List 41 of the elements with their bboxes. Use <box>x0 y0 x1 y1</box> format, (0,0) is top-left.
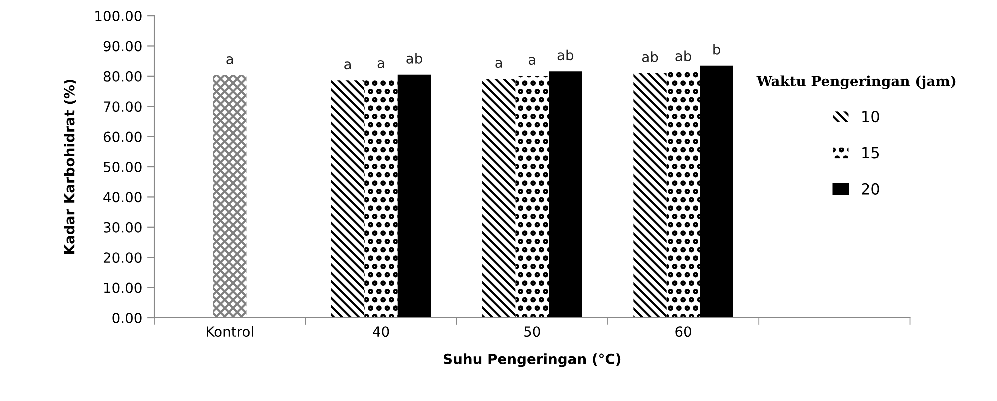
y-tick-label: 100.00 <box>96 11 142 22</box>
data-label: ab <box>406 53 422 64</box>
x-tick-label: 60 <box>676 326 692 338</box>
y-axis-title: Kadar Karbohidrat (%) <box>64 80 76 254</box>
data-label: ab <box>558 50 574 61</box>
y-tick-label: 90.00 <box>104 41 142 52</box>
bar <box>516 76 550 318</box>
x-axis-title: Suhu Pengeringan (°C) <box>444 354 621 368</box>
bar <box>700 66 734 318</box>
legend-label: 15 <box>862 147 880 159</box>
bar <box>364 79 398 318</box>
x-tick-label: 40 <box>373 326 390 338</box>
legend-label: 10 <box>862 111 880 123</box>
bar <box>213 76 247 318</box>
data-label: a <box>528 57 536 66</box>
y-tick-label: 40.00 <box>104 192 142 203</box>
y-tick-label: 70.00 <box>104 102 142 112</box>
y-tick-label: 50.00 <box>104 162 142 172</box>
data-label: a <box>496 60 502 68</box>
y-tick-label: 80.00 <box>104 71 142 82</box>
bar <box>331 80 365 318</box>
bar <box>549 72 582 318</box>
y-tick-label: 20.00 <box>104 252 142 264</box>
bar <box>482 79 516 318</box>
y-tick-label: 30.00 <box>104 222 142 233</box>
x-tick-label: Kontrol <box>207 326 254 338</box>
data-label: a <box>226 56 234 64</box>
bar <box>634 73 667 318</box>
bar <box>398 74 432 318</box>
data-label: ab <box>676 50 692 62</box>
x-tick-label: 50 <box>524 326 540 338</box>
data-label: a <box>378 60 384 68</box>
data-label: ab <box>642 52 658 62</box>
y-tick-label: 60.00 <box>104 132 142 142</box>
legend-label: 20 <box>862 183 880 195</box>
y-tick-label: 10.00 <box>104 282 142 294</box>
legend-title: Waktu Pengeringan (jam) <box>756 76 956 90</box>
data-label: b <box>714 44 720 55</box>
y-tick-label: 0.00 <box>112 312 142 324</box>
bar <box>666 72 700 318</box>
data-label: a <box>344 62 351 70</box>
